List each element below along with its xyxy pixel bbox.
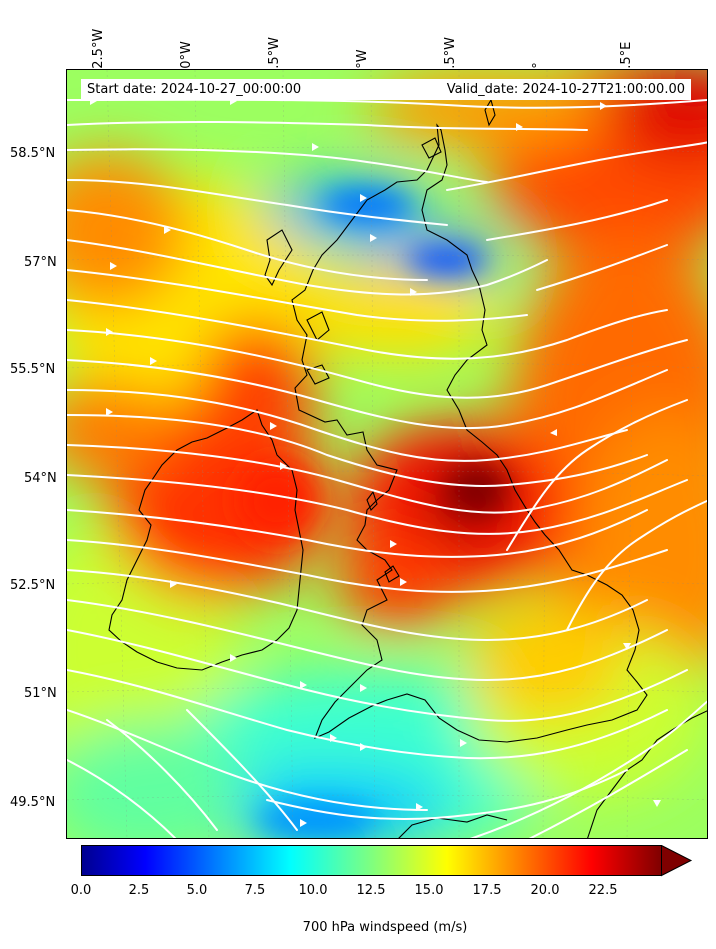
start-date: Start date: 2024-10-27_00:00:00 [87,82,302,97]
colorbar-tick: 0.0 [70,883,92,898]
colorbar-tick: 10.0 [298,883,328,898]
streamline-10 [67,359,668,430]
lat-label-55.5n: 55.5°N [10,362,56,377]
coastline-continent [587,710,707,838]
colorbar [81,845,693,877]
streamline-19 [67,629,688,722]
streamline-05 [67,209,428,281]
streamline-25 [266,769,628,821]
lat-label-49.5n: 49.5°N [10,795,56,810]
lat-label-58.5n: 58.5°N [10,146,56,161]
streamline-04 [67,179,448,226]
streamline-32 [536,244,668,291]
colorbar-tick: 22.5 [588,883,618,898]
streamline-30 [446,141,707,191]
streamline-24 [186,709,298,831]
windspeed-field [67,70,707,838]
streamline-arrows [90,97,661,827]
lat-label-54n: 54°N [24,471,57,486]
streamline-21 [67,709,428,811]
coastline-brittany [398,814,508,838]
streamline-29 [566,499,707,631]
streamline-20 [67,669,668,760]
coastline-lewis [264,229,293,287]
coastline-orkney [421,137,442,159]
coastline-shetland [484,98,496,127]
streamline-23 [106,719,218,831]
streamline-27 [528,749,688,838]
colorbar-tick: 12.5 [356,883,386,898]
streamline-07 [67,269,528,322]
coastline-isle-of-man [366,490,378,511]
coastline-skye [306,311,330,341]
colorbar-tick: 20.0 [530,883,560,898]
colorbar-tick: 17.5 [472,883,502,898]
coastline-mull [306,364,330,385]
streamline-14 [67,474,688,535]
streamline-08 [67,299,668,360]
streamline-12 [67,414,648,487]
streamline-03 [67,148,488,183]
lat-label-57n: 57°N [24,255,57,270]
coastline-great-britain [291,123,648,743]
streamline-28 [506,399,688,551]
streamline-18 [67,599,668,682]
coastline-anglesey [384,565,400,583]
lat-label-51n: 51°N [24,686,57,701]
colorbar-tick: 2.5 [128,883,150,898]
streamline-31 [486,199,668,241]
valid-date: Valid_date: 2024-10-27T21:00:00.00 [446,82,685,97]
streamline-09 [67,329,688,399]
streamline-06 [67,239,548,296]
colorbar-extend-arrow [661,845,693,877]
date-box: Start date: 2024-10-27_00:00:00 Valid_da… [81,79,691,100]
streamlines [67,98,707,838]
streamline-11 [67,389,628,462]
graticule [67,70,707,838]
lat-label-52.5n: 52.5°N [10,578,56,593]
colorbar-label: 700 hPa windspeed (m/s) [302,920,468,935]
coastlines [108,98,707,838]
streamline-17 [67,569,648,642]
streamline-13 [67,444,668,514]
colorbar-gradient [81,845,662,876]
colorbar-tick: 7.5 [244,883,266,898]
colorbar-tick: 5.0 [186,883,208,898]
streamline-16 [67,539,668,593]
streamline-22 [67,759,177,838]
map-panel[interactable]: Start date: 2024-10-27_00:00:00 Valid_da… [66,69,708,839]
streamline-15 [67,509,648,558]
streamline-02 [67,120,588,131]
streamline-26 [469,700,707,838]
colorbar-tick: 15.0 [414,883,444,898]
coastline-ireland [108,409,304,671]
field-blobs [67,70,707,838]
